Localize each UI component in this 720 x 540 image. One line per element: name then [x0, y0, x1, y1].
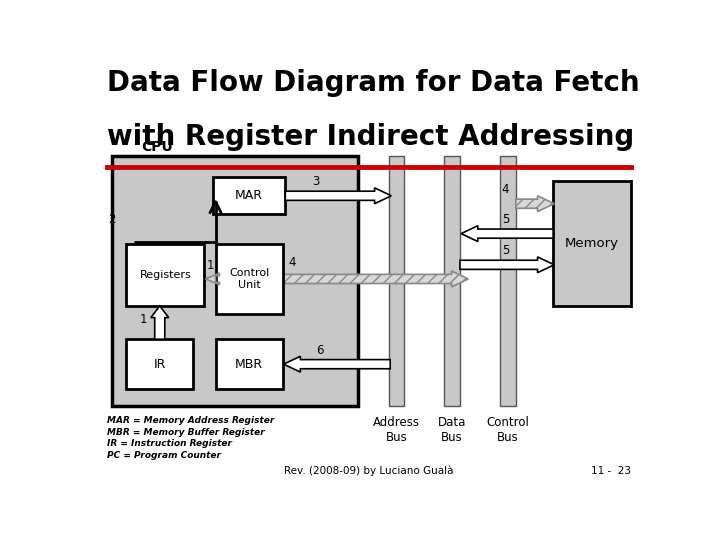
Bar [444, 156, 460, 406]
Text: 5: 5 [502, 245, 509, 258]
Polygon shape [282, 271, 468, 287]
Polygon shape [205, 273, 220, 285]
Text: MAR = Memory Address Register: MAR = Memory Address Register [107, 416, 274, 425]
Text: Memory: Memory [565, 237, 619, 250]
Text: Address
Bus: Address Bus [373, 416, 420, 444]
Bar [213, 177, 285, 214]
Bar [553, 181, 631, 306]
Bar [112, 156, 358, 406]
Bar [215, 244, 282, 314]
Text: 5: 5 [502, 213, 509, 226]
Bar [205, 275, 215, 282]
Text: Data
Bus: Data Bus [438, 416, 467, 444]
Text: 3: 3 [312, 176, 320, 188]
Text: MAR: MAR [235, 190, 263, 202]
Text: PC = Program Counter: PC = Program Counter [107, 451, 221, 460]
Text: 4: 4 [288, 256, 296, 269]
Text: 1: 1 [139, 313, 147, 326]
Bar [389, 156, 404, 406]
Polygon shape [285, 188, 392, 204]
Text: 4: 4 [502, 183, 509, 196]
Text: 2: 2 [109, 213, 116, 226]
Bar [215, 339, 282, 389]
Text: IR = Instruction Register: IR = Instruction Register [107, 440, 232, 448]
Text: Data Flow Diagram for Data Fetch: Data Flow Diagram for Data Fetch [107, 69, 639, 97]
Polygon shape [284, 356, 390, 372]
Bar [500, 156, 516, 406]
Text: 1: 1 [206, 259, 214, 272]
Polygon shape [461, 226, 553, 241]
Bar [126, 244, 204, 306]
Text: Registers: Registers [140, 270, 192, 280]
Text: Control
Bus: Control Bus [487, 416, 529, 444]
Text: IR: IR [153, 357, 166, 370]
Polygon shape [150, 306, 168, 339]
Text: MBR = Memory Buffer Register: MBR = Memory Buffer Register [107, 428, 264, 437]
Bar [126, 339, 193, 389]
Text: Control
Unit: Control Unit [229, 268, 269, 290]
Text: 6: 6 [316, 344, 323, 357]
Text: MBR: MBR [235, 357, 263, 370]
Text: CPU: CPU [141, 140, 173, 154]
Polygon shape [516, 196, 554, 212]
Polygon shape [460, 257, 554, 273]
Text: Rev. (2008-09) by Luciano Gualà: Rev. (2008-09) by Luciano Gualà [284, 466, 454, 476]
Text: with Register Indirect Addressing: with Register Indirect Addressing [107, 123, 634, 151]
Text: 11 -  23: 11 - 23 [591, 467, 631, 476]
